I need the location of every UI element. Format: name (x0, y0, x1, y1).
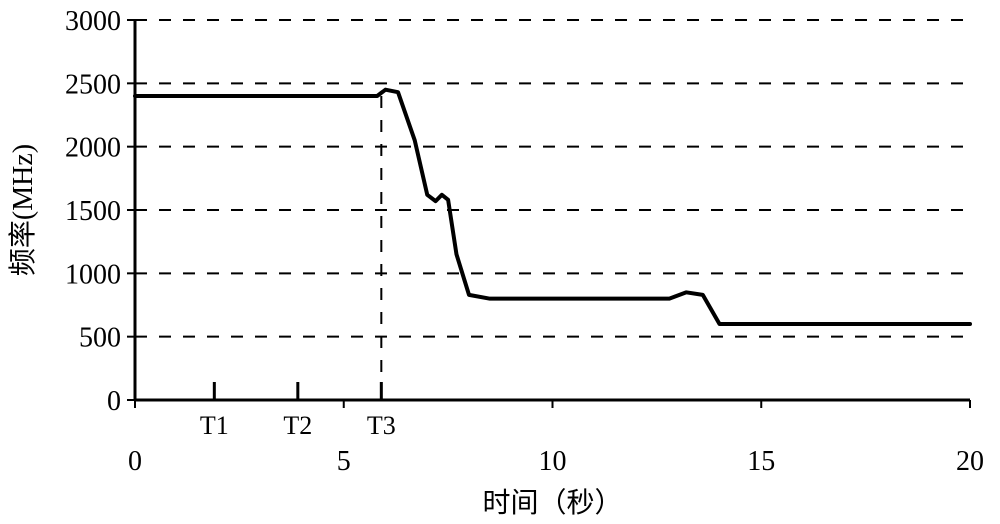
chart-svg: 0 500 1000 1500 2000 2500 3000 0 5 10 15 20 T1 T2 T3 频率… (0, 0, 1000, 524)
marker-label: T1 (200, 411, 229, 440)
x-axis-label: 时间（秒） (482, 487, 622, 519)
xtick-label: 20 (956, 446, 984, 477)
xtick-label: 10 (539, 446, 567, 477)
marker-label: T2 (283, 411, 312, 440)
y-axis-label: 频率(MHz) (7, 144, 39, 276)
ytick-label: 1000 (65, 259, 121, 290)
ytick-label: 1500 (65, 196, 121, 227)
xtick-label: 15 (747, 446, 775, 477)
ytick-label: 2500 (65, 69, 121, 100)
ytick-label: 0 (107, 386, 121, 417)
ytick-label: 2000 (65, 133, 121, 164)
xtick-label: 0 (128, 446, 142, 477)
ytick-label: 500 (79, 323, 121, 354)
xtick-label: 5 (337, 446, 351, 477)
chart-background (0, 0, 1000, 524)
frequency-time-chart: 0 500 1000 1500 2000 2500 3000 0 5 10 15 20 T1 T2 T3 频率… (0, 0, 1000, 524)
marker-label: T3 (367, 411, 396, 440)
ytick-label: 3000 (65, 6, 121, 37)
